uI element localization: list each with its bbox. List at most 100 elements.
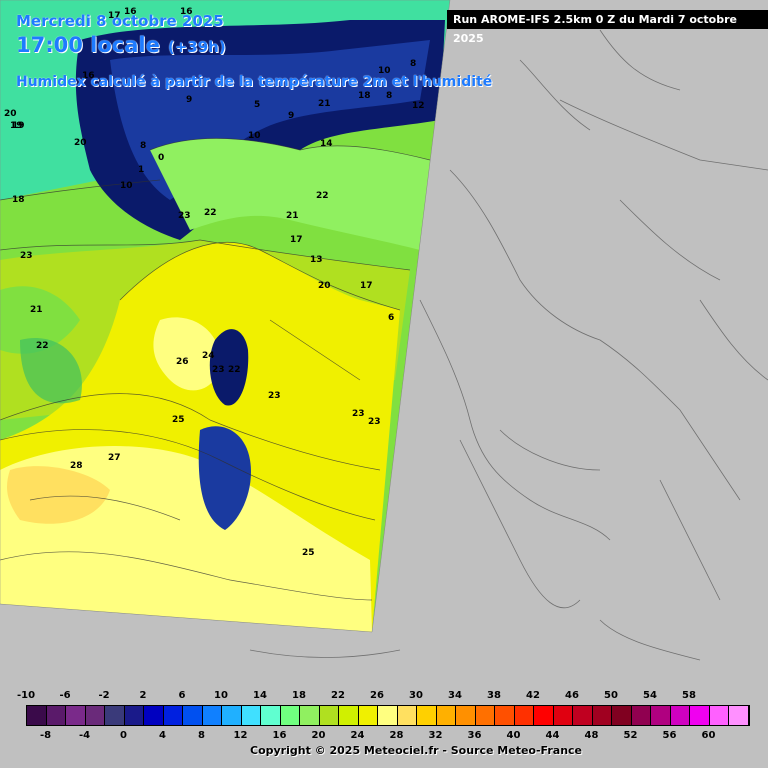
contour-label: 16 [124,7,137,17]
legend-tick-label: 54 [643,690,657,701]
legend-tick-label: 34 [448,690,462,701]
forecast-date: Mercredi 8 octobre 2025 [16,12,224,30]
legend-tick-label: 10 [214,690,228,701]
legend-tick-label: 12 [233,730,248,741]
contour-label: 21 [286,211,299,221]
legend-swatch [358,706,378,725]
contour-label: 23 [20,251,33,261]
legend-tick-label: 42 [526,690,540,701]
contour-label: 16 [180,7,193,17]
color-scale-bar [26,705,750,726]
contour-label: 28 [70,461,83,471]
contour-label: 17 [290,235,303,245]
legend-swatch [495,706,515,725]
contour-label: 25 [302,548,315,558]
legend-swatch [592,706,612,725]
legend-swatch [105,706,125,725]
contour-label: 18 [12,195,25,205]
contour-label: 23 [212,365,225,375]
contour-label: 26 [176,357,189,367]
contour-label: 27 [108,453,121,463]
copyright-notice: Copyright © 2025 Meteociel.fr - Source M… [250,744,583,757]
legend-swatch [66,706,86,725]
legend-swatch [436,706,456,725]
contour-label: 12 [412,101,425,111]
legend-swatch [124,706,144,725]
contour-label: 10 [248,131,261,141]
contour-label: 19 [10,121,23,131]
legend-swatch [612,706,632,725]
legend-swatch [222,706,242,725]
local-time-label: 17:00 locale [16,33,160,57]
legend-swatch [144,706,164,725]
contour-label: 22 [316,191,329,201]
legend-tick-label: 38 [487,690,501,701]
contour-label: 18 [358,91,371,101]
legend-tick-label: 6 [178,690,186,701]
contour-label: 9 [186,95,192,105]
legend-swatch [319,706,339,725]
legend-tick-label: 56 [662,730,677,741]
contour-label: 17 [108,11,121,21]
map-description: Humidex calculé à partir de la températu… [16,74,493,90]
legend-swatch [729,706,749,725]
contour-label: 19 [12,121,25,131]
contour-label: 16 [82,71,95,81]
contour-label: 8 [410,59,416,69]
legend-tick-label: 46 [565,690,579,701]
contour-label: 21 [318,99,331,109]
legend-tick-label: -8 [39,730,52,741]
contour-label: 24 [202,351,215,361]
contour-label: 25 [172,415,185,425]
legend-swatch [651,706,671,725]
legend-swatch [631,706,651,725]
legend-tick-label: 32 [428,730,443,741]
legend-swatch [46,706,66,725]
legend-tick-label: 36 [467,730,482,741]
legend-swatch [417,706,437,725]
legend-swatch [280,706,300,725]
legend-swatch [241,706,261,725]
contour-label: 10 [120,181,133,191]
legend-tick-label: 2 [139,690,147,701]
legend-swatch [670,706,690,725]
legend-swatch [183,706,203,725]
legend-swatch [709,706,729,725]
legend-swatch [300,706,320,725]
contour-label: 22 [36,341,49,351]
legend-tick-label: 8 [198,730,205,741]
legend-swatch [378,706,398,725]
legend-tick-label: 24 [350,730,365,741]
contour-label: 17 [360,281,373,291]
legend-tick-label: 16 [272,730,287,741]
contour-label: 23 [178,211,191,221]
contour-label: 20 [74,138,87,148]
contour-label: 23 [268,391,281,401]
legend-tick-label: -4 [78,730,91,741]
contour-label: 5 [254,100,260,110]
contour-label: 21 [30,305,43,315]
legend-tick-label: 44 [545,730,560,741]
legend-swatch [261,706,281,725]
legend-tick-label: -2 [98,690,110,701]
contour-label: 8 [140,141,146,151]
legend-swatch [397,706,417,725]
legend-tick-label: 40 [506,730,521,741]
contour-label: 20 [4,109,17,119]
legend-tick-label: 26 [370,690,384,701]
contour-label: 23 [352,409,365,419]
legend-swatch [514,706,534,725]
legend-tick-label: 52 [623,730,638,741]
run-info-box: Run AROME-IFS 2.5km 0 Z du Mardi 7 octob… [447,10,768,45]
legend-swatch [553,706,573,725]
legend-tick-label: 58 [682,690,696,701]
contour-label: 23 [368,417,381,427]
contour-label: 6 [388,313,394,323]
contour-label: 10 [378,66,391,76]
legend-tick-label: 0 [120,730,127,741]
legend-tick-label: 4 [159,730,166,741]
contour-label: 22 [228,365,241,375]
legend-swatch [339,706,359,725]
forecast-time: 17:00 locale (+39h) [16,33,226,57]
